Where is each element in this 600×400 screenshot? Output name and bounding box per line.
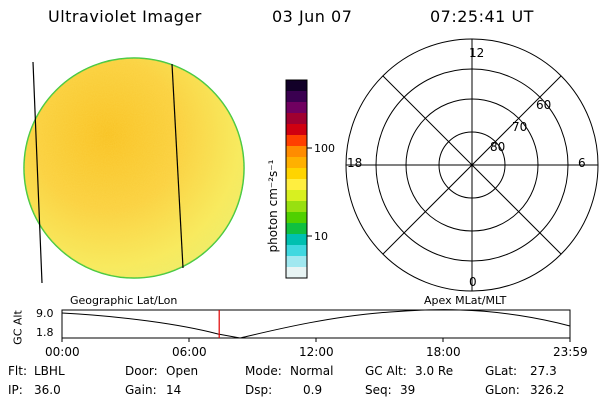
instrument-title: Ultraviolet Imager <box>48 7 202 26</box>
colorbar-segment <box>286 146 307 158</box>
altitude-timeline <box>61 309 571 342</box>
mlt-label-6: 6 <box>578 156 586 170</box>
status-door-label: Door: <box>125 364 158 378</box>
xtick-1800: 18:00 <box>426 345 461 359</box>
colorbar-segment <box>286 201 307 213</box>
colorbar-segment <box>286 168 307 180</box>
date-label: 03 Jun 07 <box>272 7 353 26</box>
colorbar-segment <box>286 157 307 169</box>
xtick-0000: 00:00 <box>45 345 80 359</box>
colorbar-segment <box>286 267 307 279</box>
status-glat-label: GLat: <box>485 364 518 378</box>
colorbar-segment <box>286 256 307 268</box>
status-dsp-value: 0.9 <box>303 383 323 397</box>
timeline-left-title: Geographic Lat/Lon <box>70 294 178 307</box>
color-scale-bar <box>285 79 308 279</box>
lat-label-60: 60 <box>536 98 552 112</box>
terminator-line-left <box>32 61 43 284</box>
colorbar-segment <box>286 190 307 202</box>
xtick-1200: 12:00 <box>299 345 334 359</box>
status-gain-label: Gain: <box>125 383 157 397</box>
status-filter-label: Flt: <box>8 364 27 378</box>
timeline-axis-label: GC Alt <box>11 310 25 345</box>
status-gcalt-label: GC Alt: <box>365 364 407 378</box>
status-filter-value: LBHL <box>34 364 65 378</box>
status-mode-value: Normal <box>290 364 334 378</box>
mlt-label-18: 18 <box>347 156 363 170</box>
status-seq-value: 39 <box>400 383 416 397</box>
status-ip-label: IP: <box>8 383 23 397</box>
colorbar-tick-10: 10 <box>314 230 328 243</box>
colorbar-segment <box>286 223 307 235</box>
timeline-ytick-bottom: 1.8 <box>36 326 54 339</box>
xtick-0600: 06:00 <box>172 345 207 359</box>
timeline-right-title: Apex MLat/MLT <box>424 294 507 307</box>
colorbar-segment <box>286 212 307 224</box>
mlt-label-12: 12 <box>469 46 485 60</box>
colorbar-segment <box>286 113 307 125</box>
xtick-2359: 23:59 <box>553 345 588 359</box>
colorbar-frame <box>285 79 308 279</box>
colorbar-unit-label: photon cm⁻²s⁻¹ <box>266 159 280 253</box>
status-glon-label: GLon: <box>485 383 520 397</box>
colorbar-segment <box>286 234 307 246</box>
timeline-ytick-top: 9.0 <box>36 307 54 320</box>
status-seq-label: Seq: <box>365 383 392 397</box>
colorbar-segment <box>286 245 307 257</box>
status-gcalt-value: 3.0 Re <box>415 364 454 378</box>
status-dsp-label: Dsp: <box>245 383 273 397</box>
status-ip-value: 36.0 <box>34 383 61 397</box>
colorbar-segment <box>286 102 307 114</box>
status-gain-value: 14 <box>166 383 182 397</box>
colorbar-segment <box>286 91 307 103</box>
terminator-line-right <box>171 63 184 269</box>
polar-grid <box>345 38 599 292</box>
altitude-curve <box>61 309 571 339</box>
lat-label-80: 80 <box>490 140 506 154</box>
status-glon-value: 326.2 <box>530 383 565 397</box>
colorbar-segment <box>286 80 307 92</box>
status-door-value: Open <box>166 364 199 378</box>
mlt-label-0: 0 <box>469 275 477 289</box>
status-glat-value: 27.3 <box>530 364 557 378</box>
colorbar-segment <box>286 179 307 191</box>
status-mode-label: Mode: <box>245 364 282 378</box>
lat-label-70: 70 <box>512 120 528 134</box>
time-label: 07:25:41 UT <box>430 7 534 26</box>
earth-disk-image <box>23 57 245 284</box>
colorbar-segment <box>286 124 307 136</box>
colorbar-segment <box>286 135 307 147</box>
colorbar-tick-100: 100 <box>314 142 335 155</box>
